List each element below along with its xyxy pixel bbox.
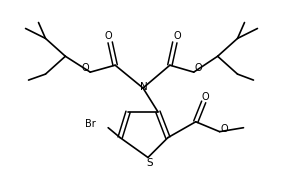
Text: O: O: [202, 92, 210, 102]
Text: O: O: [195, 63, 202, 73]
Text: O: O: [104, 31, 112, 41]
Text: N: N: [140, 82, 148, 92]
Text: S: S: [147, 158, 153, 168]
Text: O: O: [82, 63, 89, 73]
Text: O: O: [221, 124, 228, 134]
Text: O: O: [173, 31, 181, 41]
Text: Br: Br: [85, 119, 96, 129]
